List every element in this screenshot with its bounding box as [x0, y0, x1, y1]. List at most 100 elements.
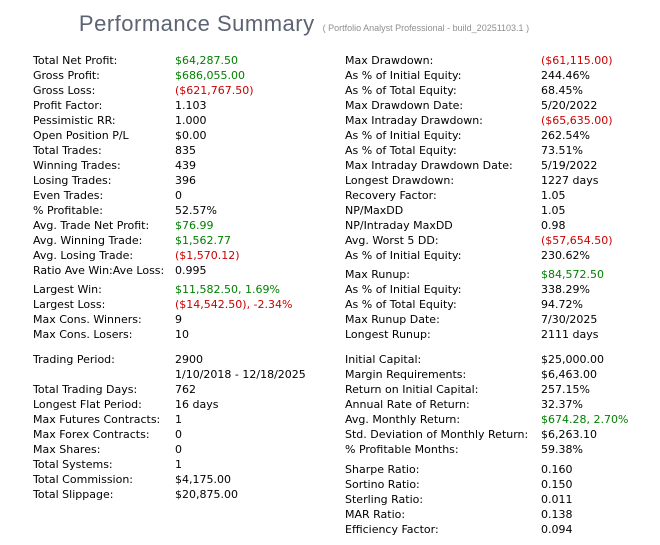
stat-label: Sterling Ratio: [345, 493, 424, 506]
stat-row: Even Trades: 0 [33, 188, 345, 203]
stat-value: 5/20/2022 [541, 99, 598, 112]
stat-label: Total Trades: [33, 144, 102, 157]
stat-row: Gross Loss: ($621,767.50) [33, 83, 345, 98]
stat-label: % Profitable Months: [345, 443, 459, 456]
stat-row: As % of Total Equity: 94.72% [345, 297, 660, 312]
stat-row: Annual Rate of Return: 32.37% [345, 397, 660, 412]
section-gap [33, 342, 345, 352]
stat-row: Total Commission: $4,175.00 [33, 472, 345, 487]
stat-row: Longest Runup: 2111 days [345, 327, 660, 342]
stat-label: Max Runup: [345, 268, 410, 281]
stat-label: Ratio Ave Win:Ave Loss: [33, 264, 165, 277]
stat-value: $76.99 [175, 219, 214, 232]
stat-value: 2111 days [541, 328, 599, 341]
stat-label: Largest Win: [33, 283, 102, 296]
stat-value: 1 [175, 458, 182, 471]
stat-label: Max Forex Contracts: [33, 428, 150, 441]
stat-value: ($57,654.50) [541, 234, 613, 247]
stat-row: Avg. Winning Trade: $1,562.77 [33, 233, 345, 248]
stat-value: $64,287.50 [175, 54, 238, 67]
stat-label: Max Drawdown Date: [345, 99, 464, 112]
stat-row: Open Position P/L $0.00 [33, 128, 345, 143]
stat-label: Longest Drawdown: [345, 174, 455, 187]
stat-value: 0.150 [541, 478, 573, 491]
stat-label: NP/MaxDD [345, 204, 404, 217]
stat-row: Initial Capital: $25,000.00 [345, 352, 660, 367]
stat-label: Recovery Factor: [345, 189, 437, 202]
stat-value: $6,263.10 [541, 428, 597, 441]
stat-row: Winning Trades: 439 [33, 158, 345, 173]
stat-label: NP/Intraday MaxDD [345, 219, 453, 232]
stat-value: 59.38% [541, 443, 583, 456]
stat-value: 1 [175, 413, 182, 426]
stat-label: Sortino Ratio: [345, 478, 420, 491]
stat-value: 0.98 [541, 219, 566, 232]
stat-label: Margin Requirements: [345, 368, 467, 381]
stat-row: Largest Loss: ($14,542.50), -2.34% [33, 297, 345, 312]
stat-value: 7/30/2025 [541, 313, 598, 326]
stat-row: Sharpe Ratio: 0.160 [345, 462, 660, 477]
stat-value: 32.37% [541, 398, 583, 411]
stat-value: 0.094 [541, 523, 573, 536]
stat-value: 1.103 [175, 99, 207, 112]
stat-value: 257.15% [541, 383, 590, 396]
section-gap [345, 342, 660, 352]
stat-value: ($621,767.50) [175, 84, 254, 97]
stat-label: Max Drawdown: [345, 54, 434, 67]
stat-label: Avg. Monthly Return: [345, 413, 461, 426]
stat-label: Max Futures Contracts: [33, 413, 161, 426]
stat-label: As % of Initial Equity: [345, 129, 462, 142]
stat-value: 94.72% [541, 298, 583, 311]
stat-row: Efficiency Factor: 0.094 [345, 522, 660, 537]
stat-label: % Profitable: [33, 204, 103, 217]
stat-row: Profit Factor: 1.103 [33, 98, 345, 113]
stat-row: MAR Ratio: 0.138 [345, 507, 660, 522]
stat-row: Return on Initial Capital: 257.15% [345, 382, 660, 397]
stat-value: ($61,115.00) [541, 54, 613, 67]
stat-value: 5/19/2022 [541, 159, 598, 172]
stat-value: 16 days [175, 398, 219, 411]
stat-label: Losing Trades: [33, 174, 112, 187]
stat-label: Total Trading Days: [33, 383, 138, 396]
stat-label: Initial Capital: [345, 353, 422, 366]
stat-label: Max Cons. Winners: [33, 313, 142, 326]
stat-row: Losing Trades: 396 [33, 173, 345, 188]
stat-value: 0.138 [541, 508, 573, 521]
stat-row: Max Shares: 0 [33, 442, 345, 457]
stat-label: Avg. Trade Net Profit: [33, 219, 150, 232]
stat-row: Max Cons. Losers: 10 [33, 327, 345, 342]
stat-label: Max Shares: [33, 443, 101, 456]
stat-label: Even Trades: [33, 189, 104, 202]
stat-row: Longest Drawdown: 1227 days [345, 173, 660, 188]
stat-row: Ratio Ave Win:Ave Loss: 0.995 [33, 263, 345, 278]
stat-value: 2900 [175, 353, 203, 366]
stat-row: Avg. Losing Trade: ($1,570.12) [33, 248, 345, 263]
stat-label: As % of Initial Equity: [345, 69, 462, 82]
stat-value: 835 [175, 144, 196, 157]
stat-label: Max Intraday Drawdown Date: [345, 159, 513, 172]
right-stats-column: Max Drawdown: ($61,115.00) As % of Initial… [345, 53, 660, 537]
stat-label: Avg. Losing Trade: [33, 249, 134, 262]
stat-row: As % of Initial Equity: 262.54% [345, 128, 660, 143]
stat-label: Total Net Profit: [33, 54, 118, 67]
stat-label: Pessimistic RR: [33, 114, 116, 127]
left-stats-column: Total Net Profit: $64,287.50 Gross Profit:… [33, 53, 345, 537]
stat-label: Total Slippage: [33, 488, 114, 501]
stat-label: Longest Runup: [345, 328, 431, 341]
stat-value: $686,055.00 [175, 69, 245, 82]
stat-label: MAR Ratio: [345, 508, 406, 521]
build-info: ( Portfolio Analyst Professional - build… [322, 23, 530, 33]
stat-label: As % of Initial Equity: [345, 283, 462, 296]
stat-row: Avg. Trade Net Profit: $76.99 [33, 218, 345, 233]
stat-row: As % of Total Equity: 73.51% [345, 143, 660, 158]
stat-value: 0 [175, 428, 182, 441]
stat-label: Total Systems: [33, 458, 113, 471]
stat-label: Profit Factor: [33, 99, 103, 112]
stat-label: As % of Total Equity: [345, 144, 457, 157]
stat-label: Max Intraday Drawdown: [345, 114, 483, 127]
stat-value: $4,175.00 [175, 473, 231, 486]
stat-value: 0 [175, 189, 182, 202]
stat-value: 244.46% [541, 69, 590, 82]
stat-label: Avg. Winning Trade: [33, 234, 143, 247]
